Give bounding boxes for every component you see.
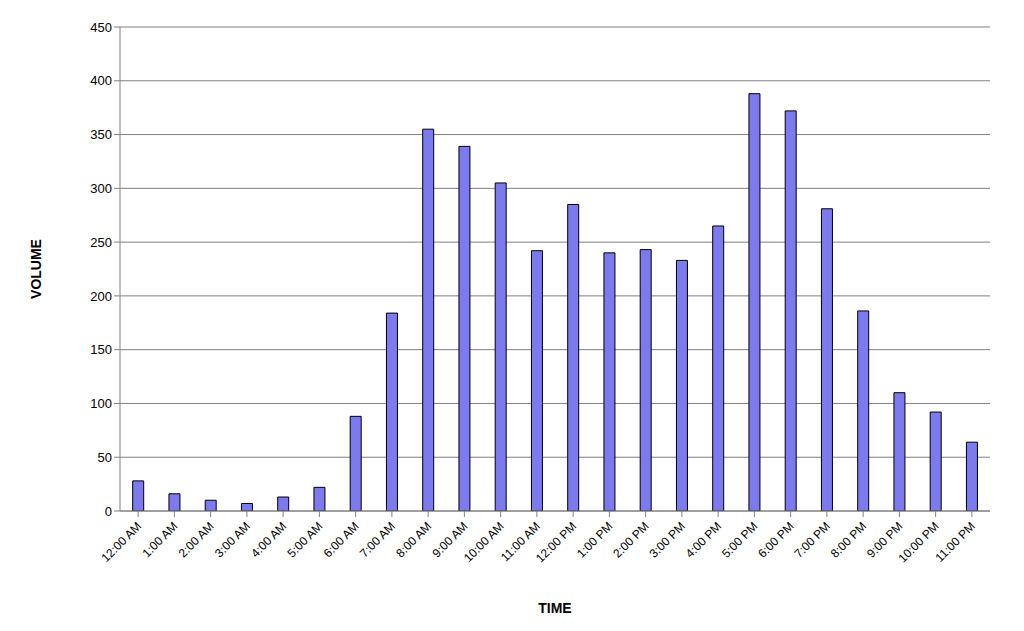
svg-text:300: 300: [90, 181, 112, 196]
svg-text:10:00 AM: 10:00 AM: [461, 519, 507, 565]
svg-text:6:00 PM: 6:00 PM: [755, 519, 797, 561]
svg-text:TIME: TIME: [538, 600, 571, 616]
svg-text:9:00 PM: 9:00 PM: [864, 519, 906, 561]
svg-text:2:00 AM: 2:00 AM: [176, 519, 217, 560]
svg-text:200: 200: [90, 289, 112, 304]
svg-text:7:00 PM: 7:00 PM: [791, 519, 833, 561]
svg-text:9:00 AM: 9:00 AM: [429, 519, 471, 561]
svg-text:100: 100: [90, 396, 112, 411]
svg-text:400: 400: [90, 73, 112, 88]
svg-text:50: 50: [98, 450, 112, 465]
svg-text:450: 450: [90, 20, 112, 35]
svg-text:11:00 AM: 11:00 AM: [497, 519, 543, 565]
svg-text:2:00 PM: 2:00 PM: [610, 519, 652, 561]
svg-text:1:00 AM: 1:00 AM: [139, 519, 180, 560]
svg-text:5:00 AM: 5:00 AM: [284, 519, 325, 560]
svg-text:3:00 PM: 3:00 PM: [646, 519, 688, 561]
svg-text:4:00 PM: 4:00 PM: [683, 519, 725, 561]
svg-text:5:00 PM: 5:00 PM: [719, 519, 761, 561]
svg-text:10:00 PM: 10:00 PM: [895, 519, 942, 566]
svg-text:8:00 PM: 8:00 PM: [828, 519, 870, 561]
svg-text:12:00 AM: 12:00 AM: [98, 519, 144, 565]
svg-text:4:00 AM: 4:00 AM: [248, 519, 289, 560]
svg-text:3:00 AM: 3:00 AM: [212, 519, 253, 560]
svg-text:250: 250: [90, 235, 112, 250]
svg-text:11:00 PM: 11:00 PM: [932, 519, 978, 565]
svg-text:350: 350: [90, 127, 112, 142]
svg-text:6:00 AM: 6:00 AM: [321, 519, 362, 560]
svg-text:8:00 AM: 8:00 AM: [393, 519, 434, 560]
svg-text:0: 0: [105, 504, 112, 519]
svg-text:7:00 AM: 7:00 AM: [357, 519, 398, 560]
svg-text:VOLUME: VOLUME: [28, 239, 44, 299]
svg-text:150: 150: [90, 342, 112, 357]
svg-text:1:00 PM: 1:00 PM: [574, 519, 616, 561]
svg-text:12:00 PM: 12:00 PM: [533, 519, 579, 565]
